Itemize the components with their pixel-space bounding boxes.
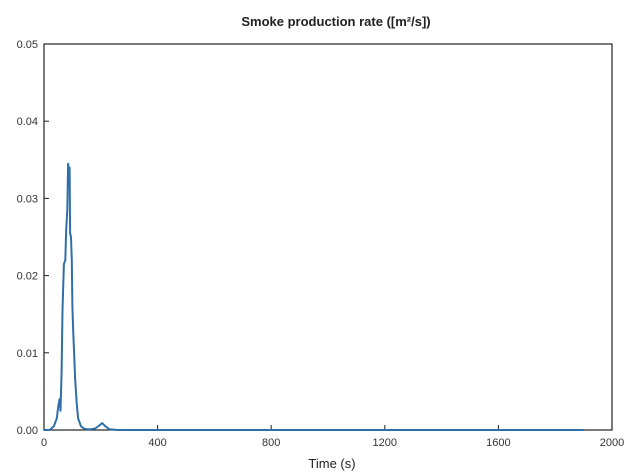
- y-tick-label: 0.00: [17, 425, 38, 437]
- x-tick-label: 1200: [373, 437, 397, 449]
- y-tick-label: 0.03: [17, 193, 38, 205]
- y-tick-label: 0.05: [17, 39, 38, 51]
- plot-frame: [43, 43, 613, 431]
- x-tick-label: 800: [262, 437, 280, 449]
- x-tick-label: 400: [148, 437, 166, 449]
- x-axis-label: Time (s): [308, 456, 355, 471]
- x-tick-label: 1600: [486, 437, 510, 449]
- x-tick-label: 2000: [600, 437, 624, 449]
- series-group: [44, 162, 584, 431]
- y-tick-label: 0.01: [17, 348, 38, 360]
- y-tick-label: 0.04: [17, 116, 38, 128]
- x-tick-label: 0: [41, 437, 47, 449]
- y-axis-ticks: 0.00 0.01 0.02 0.03 0.04 0.05: [17, 39, 49, 437]
- y-tick-label: 0.02: [17, 271, 38, 283]
- chart-title: Smoke production rate ([m²/s]): [241, 14, 430, 29]
- series-line-0: [44, 162, 584, 431]
- x-axis-ticks: 0 400 800 1200 1600 2000: [41, 425, 624, 449]
